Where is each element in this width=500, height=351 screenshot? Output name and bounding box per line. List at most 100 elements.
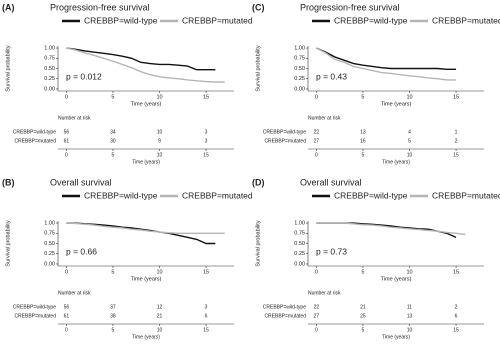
panel-title: Overall survival <box>50 177 112 187</box>
survival-curve <box>66 222 225 234</box>
y-tick-label: 0.00 <box>294 261 305 267</box>
risk-x-label: Time (years) <box>382 334 410 340</box>
y-tick-label: 0.50 <box>44 66 55 72</box>
risk-count: 16 <box>360 138 366 144</box>
risk-count: 30 <box>110 138 116 144</box>
risk-tick-label: 10 <box>407 327 413 333</box>
risk-count: 3 <box>205 129 208 135</box>
panel-title: Progression-free survival <box>300 2 400 12</box>
survival-curve <box>316 222 466 236</box>
survival-curve <box>66 47 216 71</box>
risk-count: 6 <box>205 313 208 319</box>
x-tick-label: 10 <box>156 94 162 100</box>
p-value: p = 0.66 <box>66 246 97 256</box>
y-axis-label: Survival probability <box>255 220 261 266</box>
y-axis-label: Survival probability <box>5 220 11 266</box>
y-tick-label: 0.50 <box>294 241 305 247</box>
risk-count: 61 <box>64 138 70 144</box>
y-tick-label: 0.75 <box>44 56 55 62</box>
y-tick-label: 0.25 <box>44 76 55 82</box>
y-tick-label: 0.00 <box>44 86 55 92</box>
y-tick-label: 0.00 <box>44 261 55 267</box>
risk-title: Number at risk <box>308 115 341 121</box>
risk-count: 61 <box>64 313 70 319</box>
risk-count: 56 <box>64 304 70 310</box>
risk-count: 13 <box>360 129 366 135</box>
risk-row-name: CREBBP=mutated <box>14 138 56 144</box>
x-axis-label: Time (years) <box>381 101 412 107</box>
risk-tick-label: 15 <box>203 152 209 158</box>
panel-title: Progression-free survival <box>50 2 150 12</box>
x-tick-label: 0 <box>65 269 68 275</box>
risk-tick-label: 0 <box>315 327 318 333</box>
risk-row-name: CREBBP=mutated <box>264 313 306 319</box>
x-tick-label: 10 <box>406 94 412 100</box>
y-tick-label: 0.75 <box>44 231 55 237</box>
panel-label: (A) <box>2 2 15 12</box>
risk-count: 10 <box>157 129 163 135</box>
legend-label: CREBBP=wild-type <box>84 190 158 200</box>
risk-row-name: CREBBP=wild-type <box>263 129 306 135</box>
risk-count: 37 <box>110 304 116 310</box>
x-tick-label: 0 <box>65 94 68 100</box>
p-value: p = 0.012 <box>66 71 102 81</box>
y-tick-label: 0.25 <box>294 76 305 82</box>
x-tick-label: 10 <box>156 269 162 275</box>
risk-x-label: Time (years) <box>132 334 160 340</box>
risk-count: 2 <box>455 304 458 310</box>
legend-label: CREBBP=mutated <box>432 190 500 200</box>
y-tick-label: 1.00 <box>44 45 55 51</box>
risk-tick-label: 0 <box>315 152 318 158</box>
risk-count: 27 <box>314 138 320 144</box>
legend-label: CREBBP=mutated <box>182 15 253 25</box>
risk-row-name: CREBBP=mutated <box>264 138 306 144</box>
risk-tick-label: 15 <box>203 327 209 333</box>
x-tick-label: 0 <box>315 94 318 100</box>
risk-count: 5 <box>408 138 411 144</box>
risk-x-label: Time (years) <box>382 159 410 165</box>
risk-count: 11 <box>407 304 412 310</box>
risk-count: 38 <box>110 313 116 319</box>
risk-title: Number at risk <box>308 290 341 296</box>
y-tick-label: 0.50 <box>44 241 55 247</box>
risk-tick-label: 5 <box>362 327 365 333</box>
x-tick-label: 5 <box>361 269 364 275</box>
risk-count: 6 <box>455 313 458 319</box>
x-tick-label: 5 <box>111 269 114 275</box>
panel-title: Overall survival <box>300 177 362 187</box>
panel-label: (B) <box>2 177 15 187</box>
risk-count: 4 <box>408 129 411 135</box>
x-tick-label: 15 <box>453 269 459 275</box>
risk-count: 21 <box>157 313 163 319</box>
x-tick-label: 15 <box>203 94 209 100</box>
risk-title: Number at risk <box>58 290 91 296</box>
risk-tick-label: 0 <box>65 152 68 158</box>
risk-count: 27 <box>314 313 320 319</box>
y-tick-label: 0.75 <box>294 231 305 237</box>
risk-row-name: CREBBP=mutated <box>14 313 56 319</box>
risk-count: 56 <box>64 129 70 135</box>
risk-title: Number at risk <box>58 115 91 121</box>
risk-count: 9 <box>158 138 161 144</box>
risk-tick-label: 0 <box>65 327 68 333</box>
survival-curve <box>66 47 225 83</box>
risk-count: 22 <box>314 304 320 310</box>
risk-row-name: CREBBP=wild-type <box>13 304 56 310</box>
legend-label: CREBBP=mutated <box>182 190 253 200</box>
legend-label: CREBBP=mutated <box>432 15 500 25</box>
x-tick-label: 10 <box>406 269 412 275</box>
y-axis-label: Survival probability <box>255 45 261 91</box>
y-tick-label: 0.00 <box>294 86 305 92</box>
risk-tick-label: 10 <box>157 152 163 158</box>
survival-curve <box>316 47 457 71</box>
legend-label: CREBBP=wild-type <box>334 190 408 200</box>
y-tick-label: 0.50 <box>294 66 305 72</box>
risk-row-name: CREBBP=wild-type <box>13 129 56 135</box>
risk-count: 3 <box>205 138 208 144</box>
y-axis-label: Survival probability <box>5 45 11 91</box>
risk-tick-label: 5 <box>362 152 365 158</box>
risk-count: 13 <box>407 313 413 319</box>
y-tick-label: 0.25 <box>44 251 55 257</box>
risk-tick-label: 15 <box>453 327 459 333</box>
